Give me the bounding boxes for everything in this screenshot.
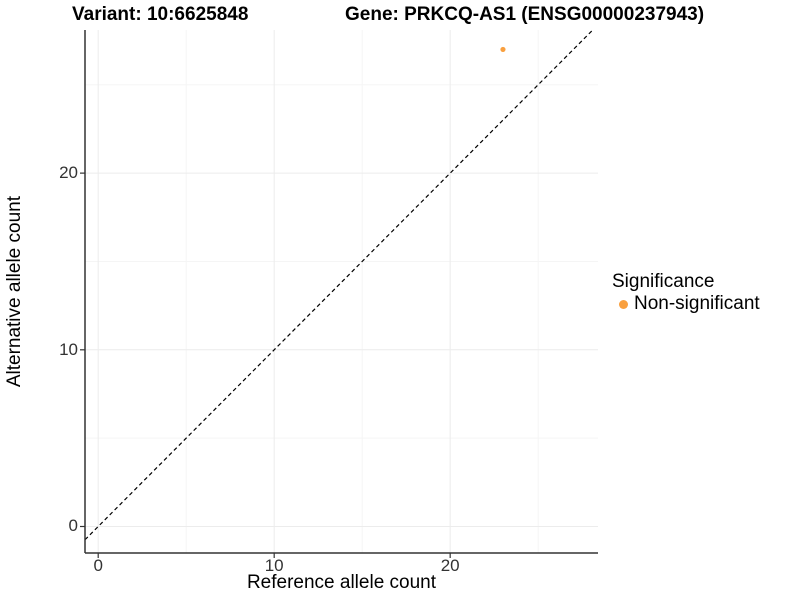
legend-item-label: Non-significant (634, 293, 760, 314)
y-axis-title-wrap: Alternative allele count (2, 30, 28, 553)
y-tick-label: 10 (59, 339, 78, 359)
x-tick-label: 20 (440, 556, 460, 575)
x-axis-title: Reference allele count (246, 572, 437, 593)
x-tick-label: 0 (93, 556, 103, 575)
variant-title: Variant: 10:6625848 (72, 4, 249, 25)
legend-title: Significance (612, 271, 715, 292)
gene-title: Gene: PRKCQ-AS1 (ENSG00000237943) (345, 4, 705, 25)
y-tick-label: 0 (68, 516, 78, 536)
legend: Significance Non-significant (612, 271, 760, 315)
y-axis-title: Alternative allele count (4, 195, 25, 388)
non-significant-dot-icon (619, 299, 628, 309)
y-tick-label: 20 (59, 163, 78, 183)
legend-item-non-significant: Non-significant (612, 293, 760, 315)
identity-dashed-line (84, 29, 594, 541)
data-point (500, 46, 506, 53)
x-tick-label: 10 (264, 556, 284, 575)
